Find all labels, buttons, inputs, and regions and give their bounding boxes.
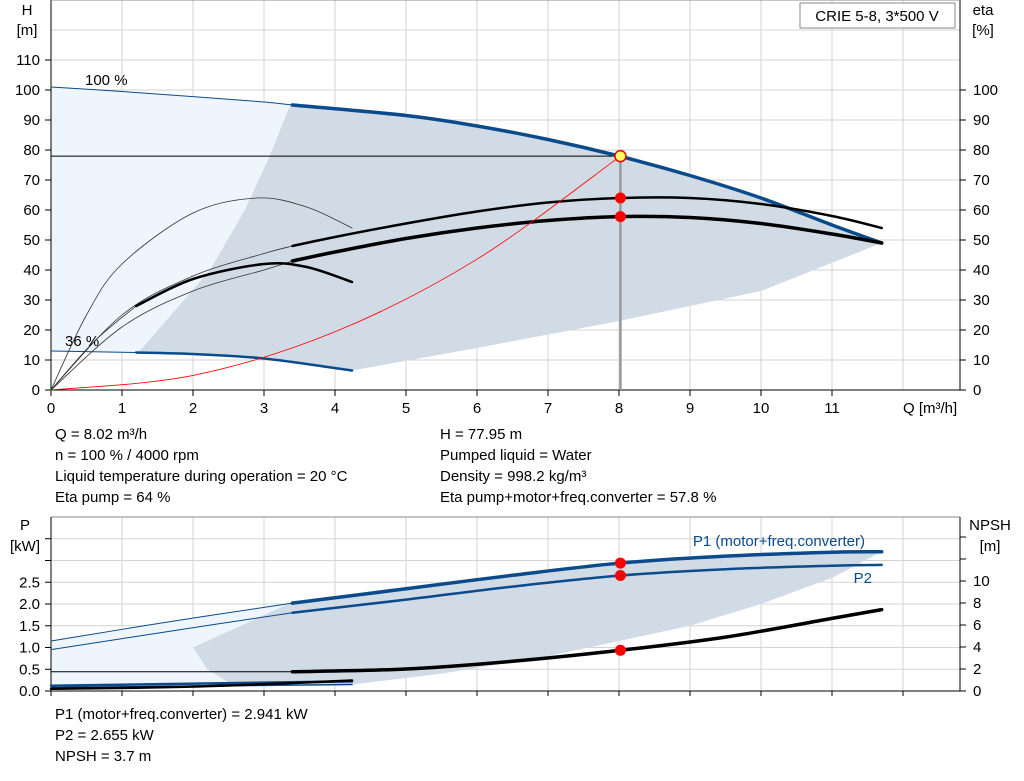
info-npsh: NPSH = 3.7 m xyxy=(55,748,152,765)
p-tick-label: 2.5 xyxy=(19,574,40,591)
x-tick-label: 6 xyxy=(473,400,481,417)
curve-P2_thin xyxy=(50,612,293,651)
x-tick-label: 5 xyxy=(402,400,410,417)
y-tick-label: 10 xyxy=(23,352,40,369)
duty-point-p2 xyxy=(614,570,626,582)
y2-tick-label: 0 xyxy=(973,382,981,399)
x-tick-label: 8 xyxy=(615,400,623,417)
y-tick-label: 90 xyxy=(23,112,40,129)
model-label: CRIE 5-8, 3*500 V xyxy=(815,8,938,25)
y2-tick-label: 90 xyxy=(973,112,990,129)
y-tick-label: 50 xyxy=(23,232,40,249)
y-tick-label: 80 xyxy=(23,142,40,159)
duty-point-head xyxy=(614,149,627,163)
npsh-tick-label: 8 xyxy=(973,595,981,612)
curve-eta36_total xyxy=(134,261,354,308)
info-bottom: P1 (motor+freq.converter) = 2.941 kW P2 … xyxy=(55,704,308,767)
y2-tick-label: 30 xyxy=(973,292,990,309)
duty-point-npsh xyxy=(614,644,626,656)
npsh-tick-label: 6 xyxy=(973,617,981,634)
p-tick-label: 1.5 xyxy=(19,618,40,635)
light-operating-region xyxy=(51,87,293,353)
info-top-left: Q = 8.02 m³/h n = 100 % / 4000 rpm Liqui… xyxy=(55,424,347,508)
x-tick-label: 11 xyxy=(824,400,840,417)
y2-tick-label: 20 xyxy=(973,322,990,339)
y-tick-label: 40 xyxy=(23,262,40,279)
p-tick-label: 0.5 xyxy=(19,661,40,678)
y-tick-label: 30 xyxy=(23,292,40,309)
duty-point-eta-total xyxy=(614,211,626,223)
p2-label: P2 xyxy=(854,570,872,587)
info-eta-total: Eta pump+motor+freq.converter = 57.8 % xyxy=(440,489,717,506)
light-power-region xyxy=(51,603,293,687)
y2-tick-label: 40 xyxy=(973,262,990,279)
p-tick-label: 1.0 xyxy=(19,640,40,657)
curve-eta_total_thin xyxy=(50,260,293,391)
npsh-tick-label: 4 xyxy=(973,639,981,656)
x-tick-label: 3 xyxy=(260,400,268,417)
x-tick-label: 10 xyxy=(753,400,770,417)
duty-point-eta-pump xyxy=(614,192,626,204)
info-p1: P1 (motor+freq.converter) = 2.941 kW xyxy=(55,706,308,723)
speed-label-100: 100 % xyxy=(85,72,128,89)
npsh-axis-unit: [m] xyxy=(980,538,1001,555)
npsh-tick-label: 0 xyxy=(973,683,981,700)
info-temp: Liquid temperature during operation = 20… xyxy=(55,468,348,485)
y-tick-label: 0 xyxy=(32,382,40,399)
npsh-axis-label: NPSH xyxy=(969,517,1011,534)
y-tick-label: 110 xyxy=(16,52,40,69)
curve-NPSH_36 xyxy=(49,679,354,691)
info-speed: n = 100 % / 4000 rpm xyxy=(55,447,199,464)
curve-eta_pump xyxy=(291,196,883,248)
y-tick-label: 60 xyxy=(23,202,40,219)
y-tick-label: 20 xyxy=(23,322,40,339)
x-tick-label: 9 xyxy=(686,400,694,417)
curve-eta36_total_thin xyxy=(50,305,137,391)
info-p2: P2 = 2.655 kW xyxy=(55,727,154,744)
info-h: H = 77.95 m xyxy=(440,426,523,443)
y2-tick-label: 60 xyxy=(973,202,990,219)
y2-tick-label: 10 xyxy=(973,352,990,369)
dark-power-region xyxy=(193,551,882,685)
curve-system xyxy=(50,155,621,391)
info-top-right: H = 77.95 m Pumped liquid = Water Densit… xyxy=(440,424,716,508)
curve-P1_thin xyxy=(50,602,293,642)
curve-H36 xyxy=(134,351,354,372)
y2-axis-label: eta xyxy=(973,2,995,19)
p-axis-label: P xyxy=(20,517,30,534)
curve-H36_thin xyxy=(50,350,137,353)
x-tick-label: 1 xyxy=(118,400,126,417)
y-tick-label: 100 xyxy=(15,82,40,99)
p-axis-unit: [kW] xyxy=(10,538,40,555)
y2-tick-label: 80 xyxy=(973,142,990,159)
info-liquid: Pumped liquid = Water xyxy=(440,447,592,464)
y-axis-label: H xyxy=(22,2,33,19)
y2-tick-label: 100 xyxy=(973,82,998,99)
duty-point-p1 xyxy=(614,557,626,569)
p-tick-label: 2.0 xyxy=(19,596,40,613)
info-q: Q = 8.02 m³/h xyxy=(55,426,148,443)
y2-tick-label: 70 xyxy=(973,172,990,189)
curve-eta36_pump_thin xyxy=(50,197,353,391)
p1-label: P1 (motor+freq.converter) xyxy=(693,533,865,550)
npsh-tick-label: 2 xyxy=(973,661,981,678)
y2-axis-unit: [%] xyxy=(972,22,994,39)
y2-tick-label: 50 xyxy=(973,232,990,249)
npsh-tick-label: 10 xyxy=(973,573,990,590)
model-label-box xyxy=(799,2,956,29)
info-eta-pump: Eta pump = 64 % xyxy=(55,489,171,506)
y-tick-label: 70 xyxy=(23,172,40,189)
x-tick-label: 7 xyxy=(544,400,552,417)
x-tick-label: 0 xyxy=(47,400,55,417)
x-axis-label: Q [m³/h] xyxy=(903,400,957,417)
p-tick-label: 0.0 xyxy=(19,683,40,700)
info-density: Density = 998.2 kg/m³ xyxy=(440,468,587,485)
y-axis-unit: [m] xyxy=(17,22,38,39)
curve-eta_total xyxy=(290,214,884,263)
curve-H100_thin xyxy=(50,86,293,106)
x-tick-label: 2 xyxy=(189,400,197,417)
x-tick-label: 4 xyxy=(331,400,339,417)
